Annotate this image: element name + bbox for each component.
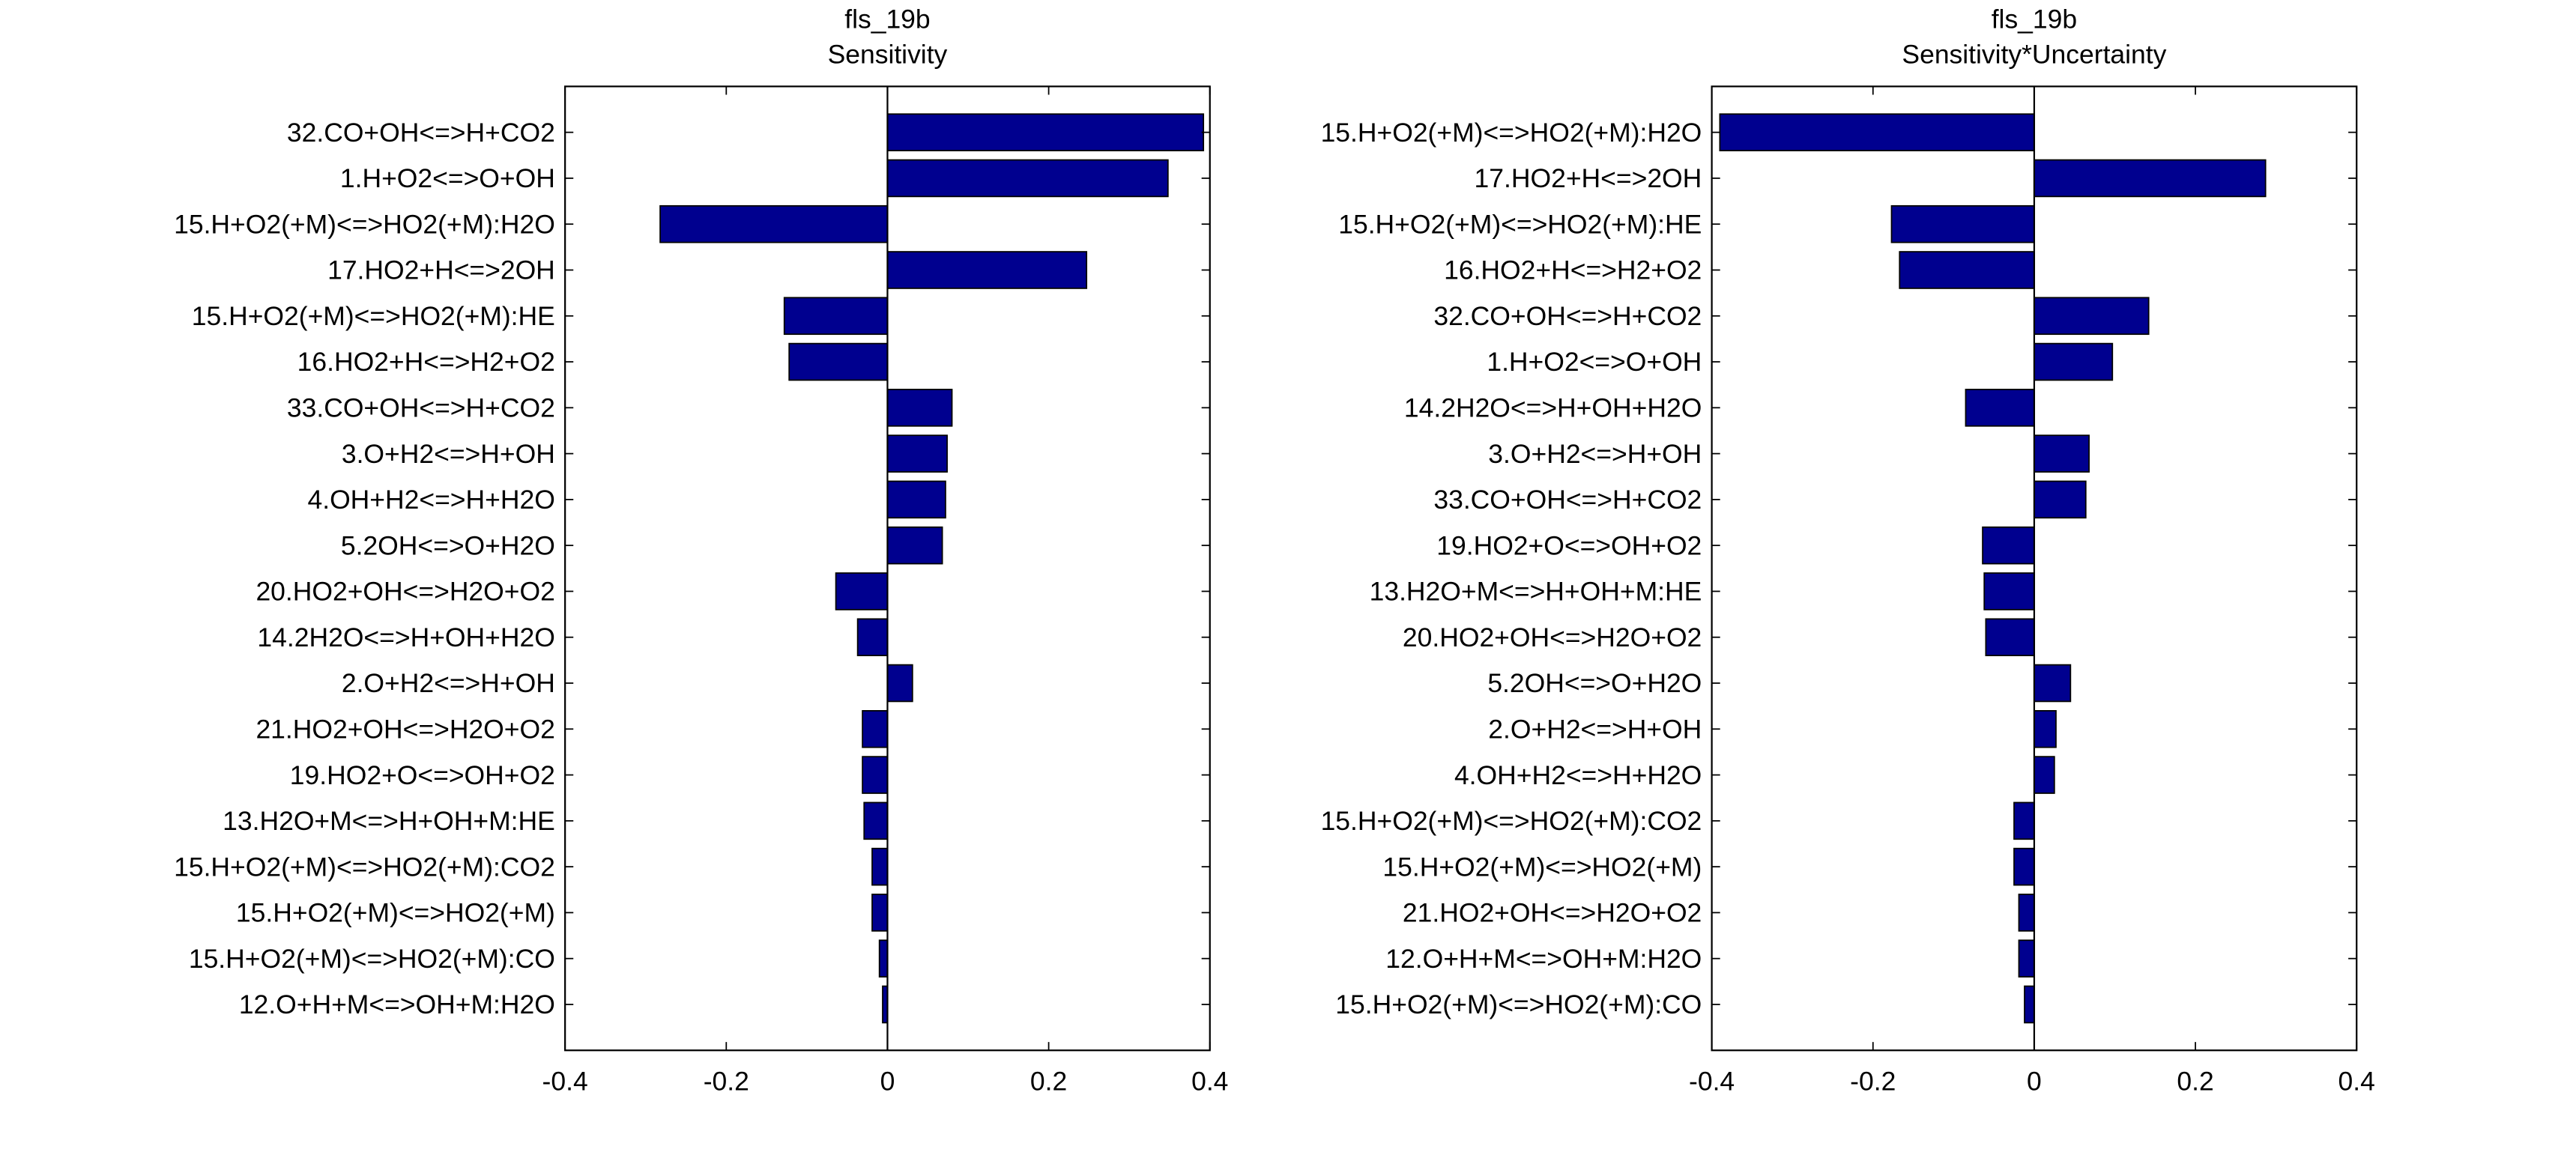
y-tick-label: 21.HO2+OH<=>H2O+O2	[256, 714, 554, 744]
y-tick-label: 17.HO2+H<=>2OH	[1475, 163, 1702, 193]
chart-title: fls_19b	[1992, 4, 2077, 34]
y-tick-label: 15.H+O2(+M)<=>HO2(+M):HE	[192, 301, 555, 331]
y-tick-label: 19.HO2+O<=>OH+O2	[1436, 530, 1702, 560]
bar	[2034, 297, 2150, 336]
bar	[1982, 526, 2035, 565]
bar	[2034, 756, 2055, 794]
chart-panel-1: fls_19b Sensitivity 32.CO+OH<=>H+CO2 1.H+O2…	[174, 4, 1228, 1097]
x-tick-label: -0.4	[542, 1066, 588, 1096]
y-tick-label: 15.H+O2(+M)<=>HO2(+M):CO2	[174, 852, 555, 882]
y-tick-label: 1.H+O2<=>O+OH	[1487, 347, 1702, 377]
bar	[2034, 159, 2267, 198]
bar	[886, 113, 1205, 151]
bar	[856, 618, 889, 657]
y-tick-label: 20.HO2+OH<=>H2O+O2	[1403, 622, 1702, 652]
x-tick-label: -0.4	[1689, 1066, 1735, 1096]
bar	[2018, 939, 2035, 977]
y-tick-label: 15.H+O2(+M)<=>HO2(+M):CO	[189, 944, 555, 974]
bar	[2013, 801, 2035, 840]
bar	[659, 204, 889, 243]
bar	[2024, 985, 2035, 1024]
y-tick-label: 16.HO2+H<=>H2+O2	[1444, 255, 1702, 285]
bar	[2013, 847, 2035, 886]
y-tick-label: 33.CO+OH<=>H+CO2	[287, 393, 555, 423]
y-tick-label: 20.HO2+OH<=>H2O+O2	[256, 577, 554, 607]
bar	[878, 939, 889, 977]
y-tick-label: 15.H+O2(+M)<=>HO2(+M):HE	[1338, 209, 1702, 239]
bar	[2018, 894, 2035, 932]
y-tick-label: 12.O+H+M<=>OH+M:H2O	[239, 989, 555, 1019]
bar	[788, 342, 889, 381]
y-tick-label: 5.2OH<=>O+H2O	[1487, 668, 1702, 698]
y-tick-label: 2.O+H2<=>H+OH	[342, 668, 555, 698]
bar	[1890, 204, 2035, 243]
chart-subtitle: Sensitivity*Uncertainty	[1902, 39, 2166, 69]
x-tick-label: 0	[880, 1066, 895, 1096]
x-tick-label: 0.2	[1030, 1066, 1067, 1096]
y-tick-label: 13.H2O+M<=>H+OH+M:HE	[223, 806, 555, 836]
x-tick-label: 0.2	[2177, 1066, 2213, 1096]
chart-title: fls_19b	[844, 4, 930, 34]
bar	[2034, 434, 2090, 473]
bar	[886, 664, 913, 703]
bar	[835, 572, 889, 610]
y-tick-label: 33.CO+OH<=>H+CO2	[1433, 485, 1702, 515]
y-tick-label: 32.CO+OH<=>H+CO2	[287, 118, 555, 148]
y-tick-label: 2.O+H2<=>H+OH	[1488, 714, 1702, 744]
y-tick-label: 14.2H2O<=>H+OH+H2O	[257, 622, 554, 652]
bar	[886, 526, 943, 565]
y-tick-label: 21.HO2+OH<=>H2O+O2	[1403, 898, 1702, 928]
axes-box	[1711, 85, 2358, 1052]
bar	[886, 251, 1088, 289]
y-tick-label: 15.H+O2(+M)<=>HO2(+M)	[236, 898, 555, 928]
bar	[783, 297, 889, 336]
bar	[886, 480, 946, 519]
x-tick-label: 0.4	[1191, 1066, 1228, 1096]
x-tick-label: 0	[2027, 1066, 2042, 1096]
bar	[1983, 572, 2035, 610]
axes-box	[564, 85, 1211, 1052]
chart-panel-2: fls_19b Sensitivity*Uncertainty 15.H+O2(+M…	[1321, 4, 2375, 1097]
y-tick-label: 1.H+O2<=>O+OH	[340, 163, 555, 193]
y-tick-label: 3.O+H2<=>H+OH	[342, 439, 555, 469]
y-tick-label: 5.2OH<=>O+H2O	[341, 530, 555, 560]
y-tick-label: 13.H2O+M<=>H+OH+M:HE	[1370, 577, 1702, 607]
y-tick-label: 3.O+H2<=>H+OH	[1488, 439, 1702, 469]
bar	[2034, 342, 2114, 381]
y-tick-label: 16.HO2+H<=>H2+O2	[297, 347, 555, 377]
bar	[2034, 709, 2057, 748]
bar	[871, 894, 889, 932]
bar	[1985, 618, 2035, 657]
bar	[886, 434, 948, 473]
x-tick-label: -0.2	[1850, 1066, 1896, 1096]
y-tick-label: 4.OH+H2<=>H+H2O	[1454, 760, 1702, 790]
y-tick-label: 15.H+O2(+M)<=>HO2(+M)	[1382, 852, 1702, 882]
bar	[862, 756, 889, 794]
y-tick-label: 15.H+O2(+M)<=>HO2(+M):CO2	[1321, 806, 1702, 836]
chart-subtitle: Sensitivity	[828, 39, 948, 69]
x-tick-label: 0.4	[2338, 1066, 2375, 1096]
y-tick-label: 17.HO2+H<=>2OH	[327, 255, 555, 285]
y-tick-label: 15.H+O2(+M)<=>HO2(+M):H2O	[1321, 118, 1702, 148]
y-tick-label: 19.HO2+O<=>OH+O2	[290, 760, 555, 790]
bar	[1899, 251, 2035, 289]
y-tick-label: 15.H+O2(+M)<=>HO2(+M):H2O	[174, 209, 555, 239]
x-tick-label: -0.2	[704, 1066, 749, 1096]
bar	[886, 389, 953, 427]
bar	[1719, 113, 2035, 151]
y-tick-label: 14.2H2O<=>H+OH+H2O	[1404, 393, 1702, 423]
y-tick-label: 4.OH+H2<=>H+H2O	[307, 485, 554, 515]
y-tick-label: 12.O+H+M<=>OH+M:H2O	[1385, 944, 1702, 974]
bar	[863, 801, 889, 840]
bar	[871, 847, 889, 886]
bar	[2034, 664, 2072, 703]
bar	[2034, 480, 2087, 519]
y-tick-label: 15.H+O2(+M)<=>HO2(+M):CO	[1335, 989, 1702, 1019]
bar	[886, 159, 1169, 198]
bar	[1965, 389, 2035, 427]
y-tick-label: 32.CO+OH<=>H+CO2	[1433, 301, 1702, 331]
bar	[862, 709, 889, 748]
